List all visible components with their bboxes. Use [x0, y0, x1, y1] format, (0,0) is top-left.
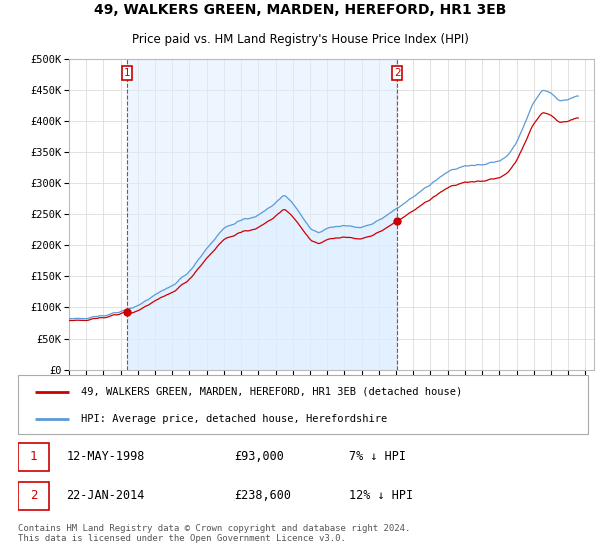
FancyBboxPatch shape [18, 482, 49, 510]
Text: 12% ↓ HPI: 12% ↓ HPI [349, 489, 413, 502]
Text: 22-JAN-2014: 22-JAN-2014 [67, 489, 145, 502]
Text: 12-MAY-1998: 12-MAY-1998 [67, 450, 145, 463]
Text: Price paid vs. HM Land Registry's House Price Index (HPI): Price paid vs. HM Land Registry's House … [131, 33, 469, 46]
FancyBboxPatch shape [18, 375, 588, 434]
Text: 49, WALKERS GREEN, MARDEN, HEREFORD, HR1 3EB (detached house): 49, WALKERS GREEN, MARDEN, HEREFORD, HR1… [80, 386, 462, 396]
Text: 1: 1 [124, 68, 130, 78]
Text: 2: 2 [394, 68, 400, 78]
Text: Contains HM Land Registry data © Crown copyright and database right 2024.
This d: Contains HM Land Registry data © Crown c… [18, 524, 410, 543]
Text: £93,000: £93,000 [235, 450, 284, 463]
Text: £238,600: £238,600 [235, 489, 292, 502]
Bar [127, 59, 397, 370]
Text: 7% ↓ HPI: 7% ↓ HPI [349, 450, 406, 463]
Text: 1: 1 [30, 450, 37, 463]
Text: 2: 2 [30, 489, 37, 502]
Text: HPI: Average price, detached house, Herefordshire: HPI: Average price, detached house, Here… [80, 414, 387, 424]
Text: 49, WALKERS GREEN, MARDEN, HEREFORD, HR1 3EB: 49, WALKERS GREEN, MARDEN, HEREFORD, HR1… [94, 3, 506, 17]
FancyBboxPatch shape [18, 443, 49, 470]
